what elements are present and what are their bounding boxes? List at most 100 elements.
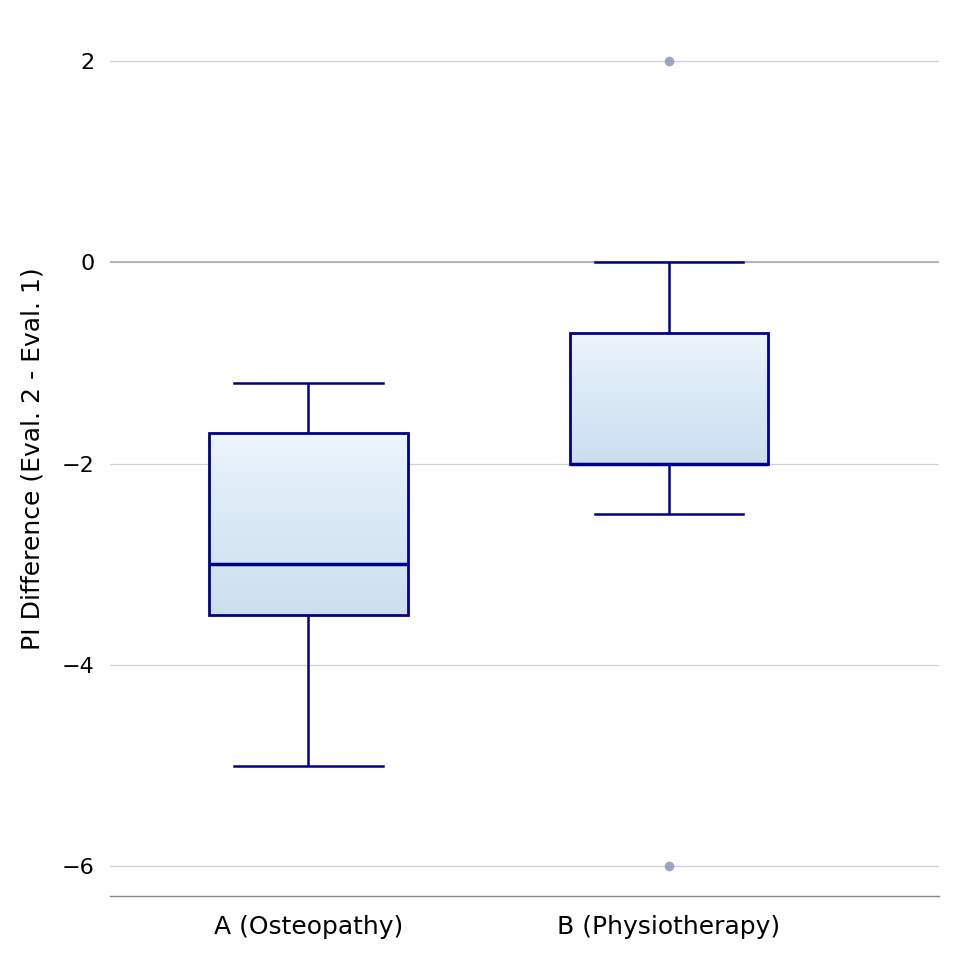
Bar — [209, 603, 408, 606]
Bar — [209, 558, 408, 561]
Bar — [209, 551, 408, 554]
Bar — [569, 406, 768, 408]
Bar — [569, 418, 768, 420]
Bar — [569, 460, 768, 462]
Bar — [209, 585, 408, 588]
Bar — [209, 463, 408, 466]
Bar — [209, 574, 408, 576]
Bar — [569, 444, 768, 445]
Bar — [569, 341, 768, 343]
Bar — [209, 526, 408, 529]
Bar — [569, 336, 768, 338]
Bar — [209, 571, 408, 574]
Bar — [569, 375, 768, 377]
Bar — [209, 538, 408, 540]
Bar — [209, 481, 408, 483]
Bar — [569, 434, 768, 436]
Bar — [209, 612, 408, 614]
Bar — [569, 367, 768, 369]
Bar — [209, 490, 408, 492]
Bar — [209, 569, 408, 571]
Bar — [569, 445, 768, 447]
Bar — [569, 432, 768, 434]
Bar — [569, 457, 768, 459]
Bar — [209, 544, 408, 546]
Bar — [569, 339, 768, 341]
Bar — [569, 377, 768, 378]
Bar — [209, 528, 408, 531]
Bar — [209, 591, 408, 594]
Bar — [209, 454, 408, 456]
Bar — [209, 564, 408, 567]
Bar — [569, 350, 768, 352]
Bar — [569, 459, 768, 461]
Bar — [569, 401, 768, 403]
Bar — [209, 581, 408, 583]
Bar — [209, 508, 408, 511]
Bar — [569, 438, 768, 439]
Bar — [209, 479, 408, 481]
Bar — [209, 446, 408, 449]
Bar — [569, 378, 768, 380]
Bar — [209, 594, 408, 596]
Bar — [569, 354, 768, 356]
Bar — [209, 434, 408, 614]
Bar — [569, 462, 768, 464]
Bar — [569, 413, 768, 415]
Bar — [569, 355, 768, 357]
Bar — [209, 501, 408, 504]
Bar — [569, 416, 768, 418]
Bar — [569, 427, 768, 429]
Bar — [569, 392, 768, 394]
Bar — [209, 535, 408, 538]
Bar — [209, 471, 408, 474]
Bar — [569, 388, 768, 390]
Bar — [569, 357, 768, 359]
Bar — [569, 344, 768, 346]
Bar — [569, 420, 768, 421]
Bar — [569, 369, 768, 371]
Bar — [569, 454, 768, 455]
Bar — [569, 359, 768, 361]
Bar — [209, 578, 408, 581]
Bar — [569, 426, 768, 427]
Bar — [569, 373, 768, 375]
Bar — [209, 440, 408, 443]
Bar — [209, 553, 408, 556]
Bar — [569, 395, 768, 396]
Bar — [569, 403, 768, 405]
Bar — [569, 431, 768, 433]
Bar — [209, 517, 408, 519]
Bar — [569, 343, 768, 345]
Bar — [209, 576, 408, 578]
Bar — [569, 390, 768, 392]
Bar — [569, 443, 768, 444]
Bar — [209, 521, 408, 524]
Bar — [209, 443, 408, 444]
Bar — [569, 383, 768, 385]
Bar — [569, 452, 768, 454]
Bar — [209, 503, 408, 506]
Bar — [569, 372, 768, 373]
Bar — [569, 398, 768, 400]
Bar — [209, 608, 408, 611]
Bar — [209, 589, 408, 592]
Bar — [209, 533, 408, 536]
Bar — [209, 496, 408, 499]
Bar — [569, 408, 768, 410]
Bar — [209, 556, 408, 558]
Bar — [209, 601, 408, 603]
Bar — [569, 405, 768, 406]
Bar — [569, 380, 768, 382]
Bar — [209, 456, 408, 458]
Bar — [209, 542, 408, 544]
Bar — [209, 465, 408, 468]
Bar — [209, 444, 408, 447]
Bar — [209, 583, 408, 586]
Bar — [569, 385, 768, 387]
Bar — [209, 567, 408, 569]
Bar — [209, 588, 408, 589]
Bar — [209, 494, 408, 497]
Bar — [209, 606, 408, 608]
Bar — [209, 469, 408, 472]
